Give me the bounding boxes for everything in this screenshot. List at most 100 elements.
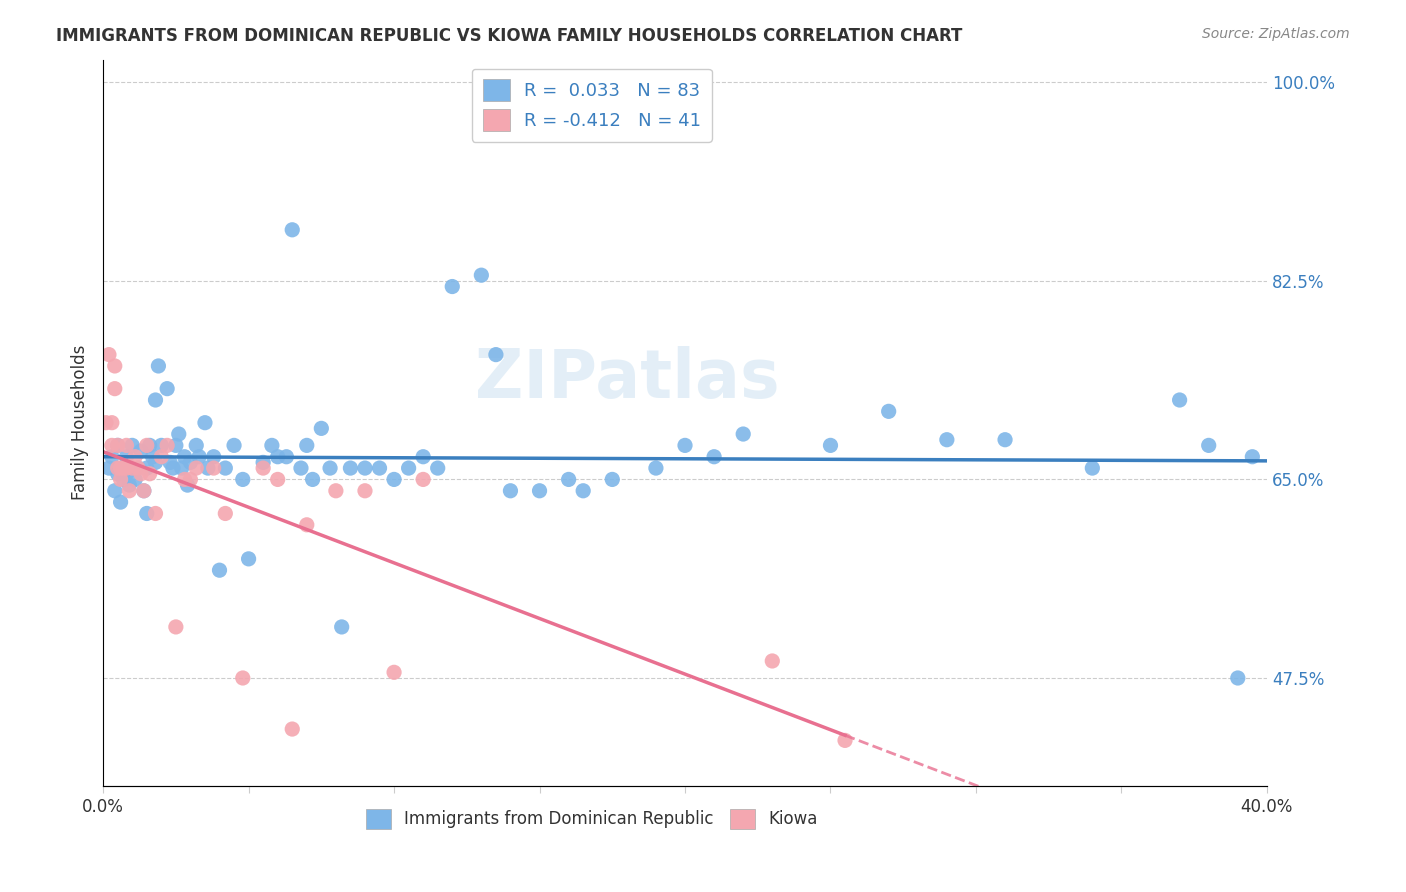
Point	[186, 461, 208, 475]
Point	[94, 416, 117, 430]
Text: Source: ZipAtlas.com: Source: ZipAtlas.com	[1202, 27, 1350, 41]
Point	[135, 461, 157, 475]
Point	[148, 359, 170, 373]
Point	[138, 438, 160, 452]
Point	[733, 427, 755, 442]
Point	[645, 461, 668, 475]
Point	[115, 450, 138, 464]
Point	[252, 455, 274, 469]
Point	[325, 483, 347, 498]
Point	[1241, 450, 1264, 464]
Point	[238, 552, 260, 566]
Point	[97, 461, 120, 475]
Point	[382, 472, 405, 486]
Legend: Immigrants from Dominican Republic, Kiowa: Immigrants from Dominican Republic, Kiow…	[359, 802, 825, 836]
Point	[295, 438, 318, 452]
Point	[232, 472, 254, 486]
Point	[165, 438, 187, 452]
Point	[222, 438, 245, 452]
Point	[110, 495, 132, 509]
Point	[179, 455, 201, 469]
Point	[319, 461, 342, 475]
Point	[260, 438, 283, 452]
Point	[572, 483, 595, 498]
Point	[426, 461, 449, 475]
Point	[104, 359, 127, 373]
Point	[412, 472, 434, 486]
Point	[156, 438, 179, 452]
Point	[97, 348, 120, 362]
Point	[214, 507, 236, 521]
Point	[202, 450, 225, 464]
Point	[834, 733, 856, 747]
Point	[101, 450, 124, 464]
Point	[112, 461, 135, 475]
Point	[162, 461, 184, 475]
Point	[115, 467, 138, 481]
Point	[132, 483, 155, 498]
Point	[267, 472, 290, 486]
Point	[124, 472, 146, 486]
Point	[173, 472, 195, 486]
Point	[159, 455, 181, 469]
Point	[121, 438, 143, 452]
Point	[107, 438, 129, 452]
Point	[877, 404, 900, 418]
Point	[441, 279, 464, 293]
Point	[150, 450, 173, 464]
Point	[112, 472, 135, 486]
Point	[121, 461, 143, 475]
Point	[101, 438, 124, 452]
Point	[107, 438, 129, 452]
Point	[1081, 461, 1104, 475]
Point	[820, 438, 842, 452]
Point	[129, 467, 152, 481]
Point	[295, 517, 318, 532]
Text: IMMIGRANTS FROM DOMINICAN REPUBLIC VS KIOWA FAMILY HOUSEHOLDS CORRELATION CHART: IMMIGRANTS FROM DOMINICAN REPUBLIC VS KI…	[56, 27, 963, 45]
Point	[214, 461, 236, 475]
Point	[1168, 392, 1191, 407]
Point	[1226, 671, 1249, 685]
Point	[186, 438, 208, 452]
Point	[129, 444, 152, 458]
Point	[118, 483, 141, 498]
Point	[138, 467, 160, 481]
Point	[135, 438, 157, 452]
Point	[145, 507, 167, 521]
Point	[127, 461, 149, 475]
Point	[112, 461, 135, 475]
Point	[156, 382, 179, 396]
Point	[127, 461, 149, 475]
Point	[673, 438, 696, 452]
Point	[104, 483, 127, 498]
Point	[557, 472, 579, 486]
Point	[1198, 438, 1220, 452]
Point	[412, 450, 434, 464]
Point	[485, 348, 508, 362]
Point	[761, 654, 783, 668]
Point	[194, 416, 217, 430]
Point	[197, 461, 219, 475]
Point	[170, 461, 193, 475]
Point	[290, 461, 312, 475]
Point	[132, 483, 155, 498]
Point	[142, 450, 165, 464]
Point	[145, 455, 167, 469]
Point	[398, 461, 420, 475]
Point	[600, 472, 623, 486]
Point	[499, 483, 522, 498]
Point	[281, 223, 304, 237]
Point	[267, 450, 290, 464]
Point	[101, 416, 124, 430]
Point	[703, 450, 725, 464]
Text: ZIPatlas: ZIPatlas	[474, 346, 779, 412]
Point	[470, 268, 492, 283]
Point	[188, 450, 211, 464]
Point	[276, 450, 298, 464]
Point	[110, 461, 132, 475]
Point	[150, 438, 173, 452]
Point	[110, 472, 132, 486]
Point	[179, 472, 201, 486]
Point	[165, 620, 187, 634]
Point	[994, 433, 1017, 447]
